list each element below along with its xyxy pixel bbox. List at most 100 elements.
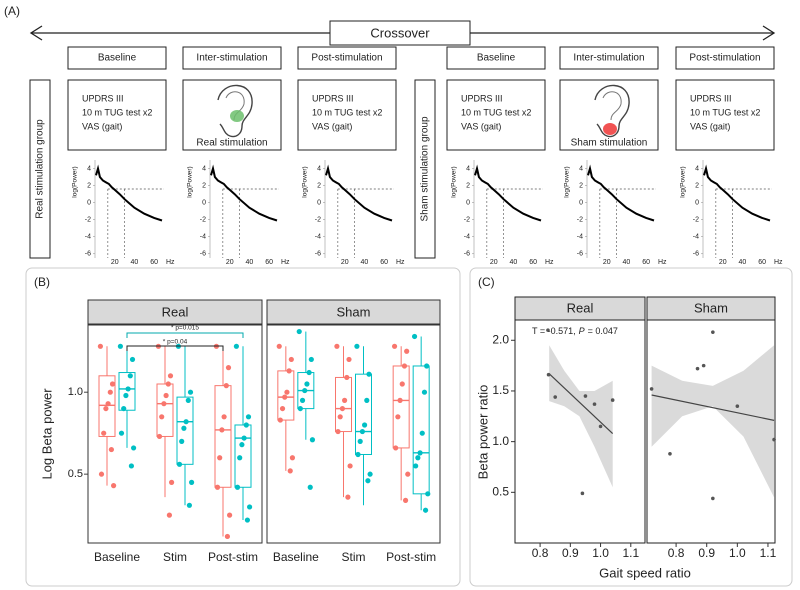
assessment: UPDRS III [82,93,124,103]
data-point [695,366,700,371]
data-point [297,405,303,412]
data-point [404,348,410,354]
data-point [284,389,290,395]
data-point [167,373,174,379]
data-point [362,422,368,428]
ear-illustration [217,84,253,138]
data-point [244,517,250,523]
content-box [446,79,546,151]
fit-line [548,373,614,434]
facet-title: Sham [337,304,371,319]
data-point [304,381,310,387]
data-point [397,397,403,403]
data-point [393,445,399,451]
y-tick-label: 2 [579,182,583,189]
data-point [276,343,282,349]
stage-label: Post-stimulation [689,53,760,64]
data-point [417,450,423,456]
spectrum-line [325,164,393,222]
x-tick-label: 60 [380,259,388,266]
stage-label: Post-stimulation [311,53,382,64]
data-point [399,381,405,387]
data-point [419,430,425,436]
stage-box [67,46,167,70]
data-point [97,343,103,349]
data-point [108,446,114,453]
data-point [183,419,189,425]
data-point [185,397,191,403]
confidence-band [651,345,775,498]
y-tick-label: -4 [85,234,91,241]
data-point [580,491,585,496]
y-tick-label: 2 [202,182,206,189]
y-tick-label: 2.0 [492,332,509,346]
x-tick-label: Stim [163,550,187,564]
data-point [364,397,370,403]
x-tick-label: 60 [642,259,650,266]
box [118,372,136,411]
data-point [413,463,419,469]
group-box [414,79,436,259]
data-point [424,363,430,369]
x-tick-label: 0.8 [668,546,685,560]
data-point [347,463,353,469]
x-tick-label: 60 [150,259,158,266]
axis-title: log(Power) [680,166,687,197]
stimulation-site [603,123,617,135]
spectrum-line [587,164,655,222]
data-point [711,496,715,501]
data-point [123,392,129,399]
data-point [309,437,316,443]
y-tick-label: 0 [466,199,470,206]
spectrum-line [210,164,278,222]
y-tick-label: 4 [695,165,699,172]
plot-area [266,324,441,544]
arrowhead [29,25,43,41]
y-tick-label: 2 [695,182,699,189]
data-point [169,479,175,485]
x-tick-label: 40 [510,259,518,266]
spectrum-line [703,164,771,222]
x-axis-unit: Hz [774,259,783,266]
y-tick-label: -6 [464,251,470,258]
x-tick-label: 1.0 [592,546,609,560]
assessment: 10 m TUG test x2 [690,107,760,117]
assessment: UPDRS III [312,93,354,103]
statistic: T = -0.571, P = 0.047 [532,326,618,336]
data-point [125,386,131,392]
y-tick-label: -4 [577,234,583,241]
y-tick-label: 0 [202,199,206,206]
assessment: 10 m TUG test x2 [82,107,152,117]
x-tick-label: 60 [758,259,766,266]
data-point [405,471,411,477]
data-point [121,405,127,412]
stage-box [182,46,282,70]
confidence-band [549,345,613,488]
data-point [179,438,185,444]
data-point [391,343,398,349]
data-point [103,405,109,412]
y-tick-label: 0 [87,199,91,206]
ear-illustration [602,91,622,121]
data-point [546,372,551,377]
data-point [337,414,343,420]
x-tick-label: 60 [529,259,537,266]
group-label: Sham stimulation group [420,116,431,221]
data-point [131,445,137,451]
arrowhead [762,25,776,41]
stage-box [297,46,397,70]
y-tick-label: -4 [464,234,470,241]
data-point [359,428,365,435]
stimulation-label: Sham stimulation [571,138,648,149]
data-point [214,484,221,490]
panel-frame [469,267,793,587]
data-point [224,533,230,540]
data-point [289,455,296,461]
data-point [288,356,294,363]
facet-strip [266,299,441,325]
plot-area [514,319,646,544]
assessment: VAS (gait) [690,121,730,131]
data-point [129,356,136,363]
data-point [422,507,429,513]
